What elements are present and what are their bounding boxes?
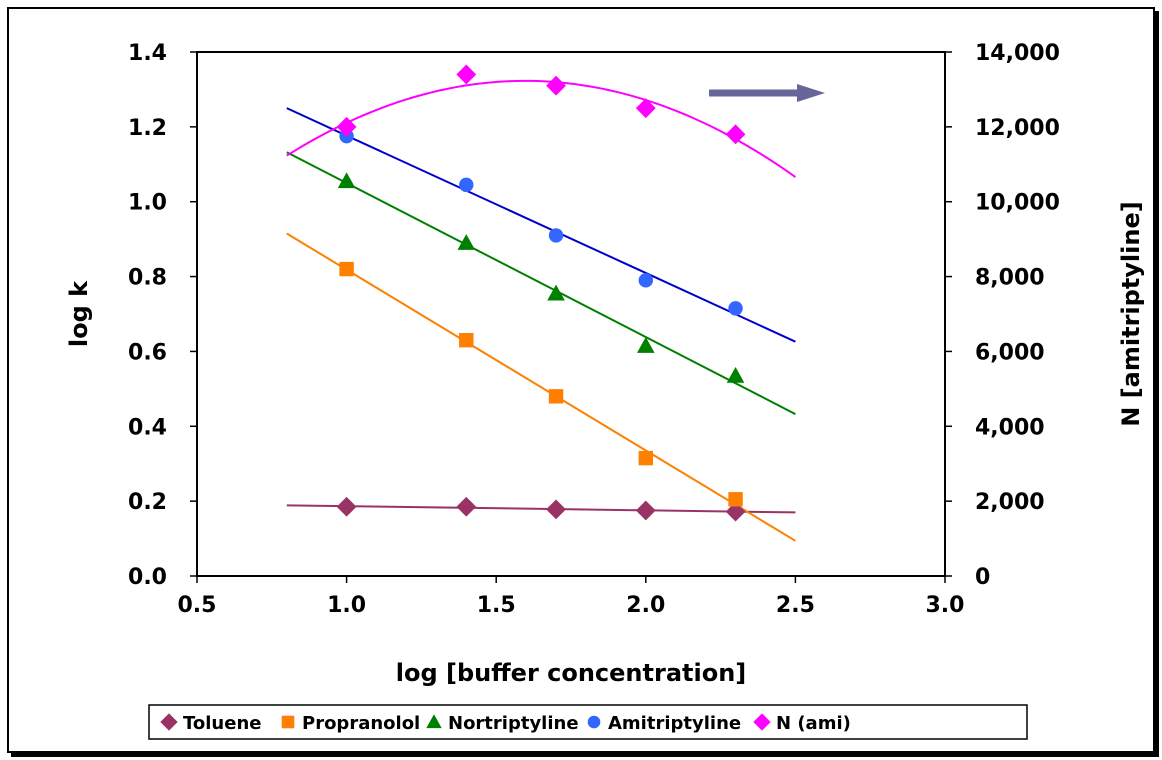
- y2-tick-label: 8,000: [975, 266, 1045, 291]
- legend-marker-propranolol: [282, 716, 295, 729]
- point-amitriptyline: [639, 273, 653, 287]
- y2-tick-label: 2,000: [975, 490, 1045, 515]
- point-propranolol: [728, 492, 742, 506]
- legend-marker-amitriptyline: [588, 716, 601, 729]
- point-propranolol: [339, 262, 353, 276]
- y2-tick-label: 14,000: [975, 41, 1060, 66]
- y-tick-label: 0.0: [128, 565, 167, 590]
- point-amitriptyline: [728, 301, 742, 315]
- point-propranolol: [459, 333, 473, 347]
- y-tick-label: 1.2: [128, 116, 167, 141]
- y-tick-label: 1.0: [128, 191, 167, 216]
- legend-label-nortriptyline: Nortriptyline: [448, 713, 579, 734]
- legend-label-n-ami: N (ami): [776, 713, 851, 734]
- y2-tick-label: 4,000: [975, 415, 1045, 440]
- legend-label-propranolol: Propranolol: [302, 713, 420, 734]
- chart: 0.5 1.0 1.5 2.0 2.5 3.0 0.0 0.2 0.4 0.6 0.8 1.0 1.2…: [9, 9, 1153, 751]
- y-tick-label: 0.4: [128, 415, 167, 440]
- x-tick-label: 1.5: [477, 593, 516, 618]
- point-propranolol: [639, 451, 653, 465]
- x-tick-label: 1.0: [327, 593, 366, 618]
- x-tick-label: 2.0: [626, 593, 665, 618]
- plot-area: [197, 52, 945, 576]
- y2-axis-title: N [amitriptyline]: [1117, 201, 1145, 426]
- y-tick-label: 0.8: [128, 266, 167, 291]
- y2-tick-label: 6,000: [975, 340, 1045, 365]
- y-axis-left: 0.0 0.2 0.4 0.6 0.8 1.0 1.2 1.4: [128, 41, 197, 590]
- y-axis-right: 0 2,000 4,000 6,000 8,000 10,000 12,000 14,000: [945, 41, 1060, 590]
- x-tick-label: 3.0: [926, 593, 965, 618]
- y-axis-title: log k: [65, 280, 93, 347]
- x-tick-label: 0.5: [178, 593, 217, 618]
- y-tick-label: 0.2: [128, 490, 167, 515]
- plot-frame: [197, 52, 945, 576]
- point-propranolol: [549, 389, 563, 403]
- y2-tick-label: 0: [975, 565, 990, 590]
- y-tick-label: 0.6: [128, 340, 167, 365]
- x-axis-title: log [buffer concentration]: [396, 659, 747, 687]
- legend-label-toluene: Toluene: [183, 713, 261, 734]
- chart-frame: 0.5 1.0 1.5 2.0 2.5 3.0 0.0 0.2 0.4 0.6 0.8 1.0 1.2…: [7, 7, 1155, 753]
- x-axis: 0.5 1.0 1.5 2.0 2.5 3.0: [178, 576, 965, 618]
- y2-tick-label: 10,000: [975, 191, 1060, 216]
- y2-tick-label: 12,000: [975, 116, 1060, 141]
- point-amitriptyline: [549, 228, 563, 242]
- point-amitriptyline: [459, 178, 473, 192]
- y-tick-label: 1.4: [128, 41, 167, 66]
- legend-label-amitriptyline: Amitriptyline: [608, 713, 741, 734]
- x-tick-label: 2.5: [776, 593, 815, 618]
- legend: Toluene Propranolol Nortriptyline Amitripty…: [149, 705, 1027, 739]
